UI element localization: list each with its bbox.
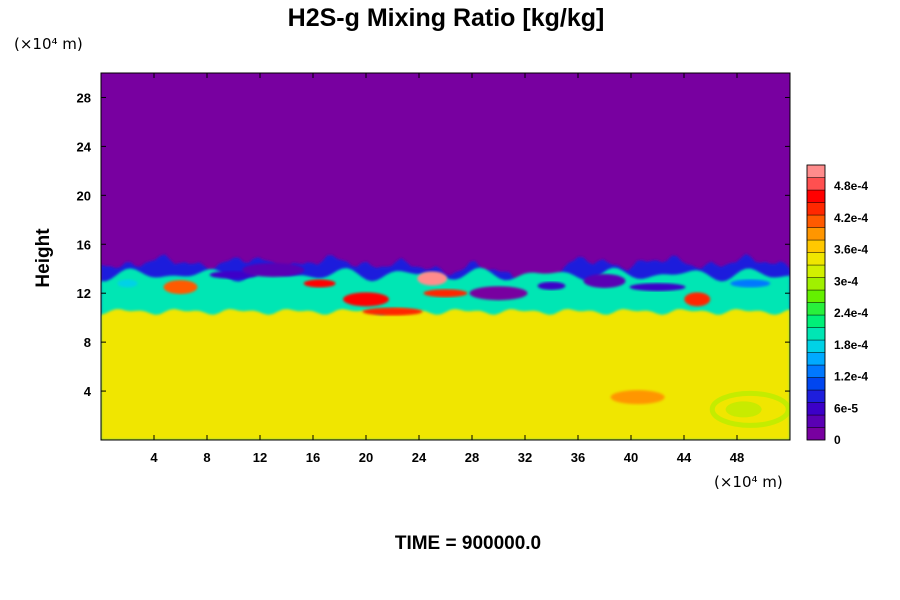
x-tick-label: 32 xyxy=(518,450,532,465)
colorbar-tick-label: 4.8e-4 xyxy=(834,179,868,193)
x-axis-ticks: 4 8 12 16 20 24 28 32 36 40 44 48 xyxy=(150,73,744,465)
colorbar-segment xyxy=(806,314,826,328)
y-tick-label: 4 xyxy=(84,384,92,399)
colorbar-frame xyxy=(806,164,826,441)
colorbar-tick-label: 1.8e-4 xyxy=(834,338,868,352)
plot-frame xyxy=(100,72,791,441)
colorbar-segment xyxy=(806,264,826,278)
x-tick-label: 24 xyxy=(412,450,427,465)
field-feature xyxy=(303,279,336,288)
colorbar-tick-label: 3e-4 xyxy=(834,274,858,288)
colorbar-tick-label: 0 xyxy=(834,433,841,447)
colorbar-segment xyxy=(806,252,826,266)
colorbar-segment xyxy=(806,239,826,253)
y-axis-label: Height xyxy=(33,228,54,288)
y-tick-label: 20 xyxy=(77,188,91,203)
colorbar-segment xyxy=(806,214,826,228)
x-tick-label: 44 xyxy=(677,450,692,465)
x-tick-label: 16 xyxy=(306,450,320,465)
x-tick-label: 20 xyxy=(359,450,373,465)
colorbar-segment xyxy=(806,164,826,178)
y-tick-label: 28 xyxy=(77,90,91,105)
x-tick-label: 4 xyxy=(150,450,158,465)
time-label: TIME = 900000.0 xyxy=(395,533,541,554)
colorbar-segment xyxy=(806,202,826,216)
y-tick-label: 24 xyxy=(77,139,92,154)
field-feature xyxy=(537,281,566,290)
colorbar-tick-label: 2.4e-4 xyxy=(834,306,868,320)
lower-layer xyxy=(101,309,790,440)
field-feature xyxy=(629,283,686,292)
field-feature xyxy=(343,292,389,307)
colorbar-tick-label: 1.2e-4 xyxy=(834,370,868,384)
colorbar-segment xyxy=(806,389,826,403)
x-tick-label: 8 xyxy=(203,450,210,465)
x-tick-label: 48 xyxy=(730,450,744,465)
colorbar-segment xyxy=(806,189,826,203)
y-tick-label: 8 xyxy=(84,335,91,350)
field-feature xyxy=(684,292,711,307)
colorbar-segment xyxy=(806,302,826,316)
colorbar-segment xyxy=(806,177,826,191)
field-feature xyxy=(417,271,448,286)
x-tick-label: 36 xyxy=(571,450,585,465)
field-feature xyxy=(242,262,305,277)
y-axis-ticks: 4 8 12 16 20 24 28 xyxy=(77,90,790,399)
heatmap-field xyxy=(101,73,790,440)
colorbar-segment xyxy=(806,227,826,241)
lower-swirl xyxy=(709,390,790,428)
field-feature xyxy=(163,280,198,295)
x-tick-label: 28 xyxy=(465,450,479,465)
colorbar-segment xyxy=(806,339,826,353)
y-tick-label: 16 xyxy=(77,237,91,252)
colorbar-segment xyxy=(806,364,826,378)
field-feature xyxy=(469,286,528,301)
colorbar: 0 6e-5 1.2e-4 1.8e-4 2.4e-4 3e-4 3.6e-4 4.2e-4 4… xyxy=(806,164,868,447)
y-tick-label: 12 xyxy=(77,286,91,301)
colorbar-segment xyxy=(806,289,826,303)
field-feature xyxy=(423,289,468,298)
colorbar-tick-label: 4.2e-4 xyxy=(834,211,868,225)
colorbar-segment xyxy=(806,402,826,416)
colorbar-tick-label: 3.6e-4 xyxy=(834,243,868,257)
x-tick-label: 40 xyxy=(624,450,638,465)
field-feature xyxy=(583,273,626,288)
field-feature xyxy=(117,279,138,288)
field-feature xyxy=(730,279,771,288)
lower-swirl-core xyxy=(725,401,762,418)
x-tick-label: 12 xyxy=(253,450,267,465)
colorbar-segment xyxy=(806,327,826,341)
colorbar-segment xyxy=(806,277,826,291)
colorbar-tick-label: 6e-5 xyxy=(834,401,858,415)
colorbar-segment xyxy=(806,427,826,441)
field-feature xyxy=(610,390,665,405)
chart-title: H2S-g Mixing Ratio [kg/kg] xyxy=(288,4,605,32)
field-feature xyxy=(362,307,423,316)
colorbar-segment xyxy=(806,414,826,428)
colorbar-segment xyxy=(806,352,826,366)
colorbar-segment xyxy=(806,377,826,391)
x-axis-unit: (×10⁴ m) xyxy=(714,473,783,491)
y-axis-unit: (×10⁴ m) xyxy=(14,35,83,53)
